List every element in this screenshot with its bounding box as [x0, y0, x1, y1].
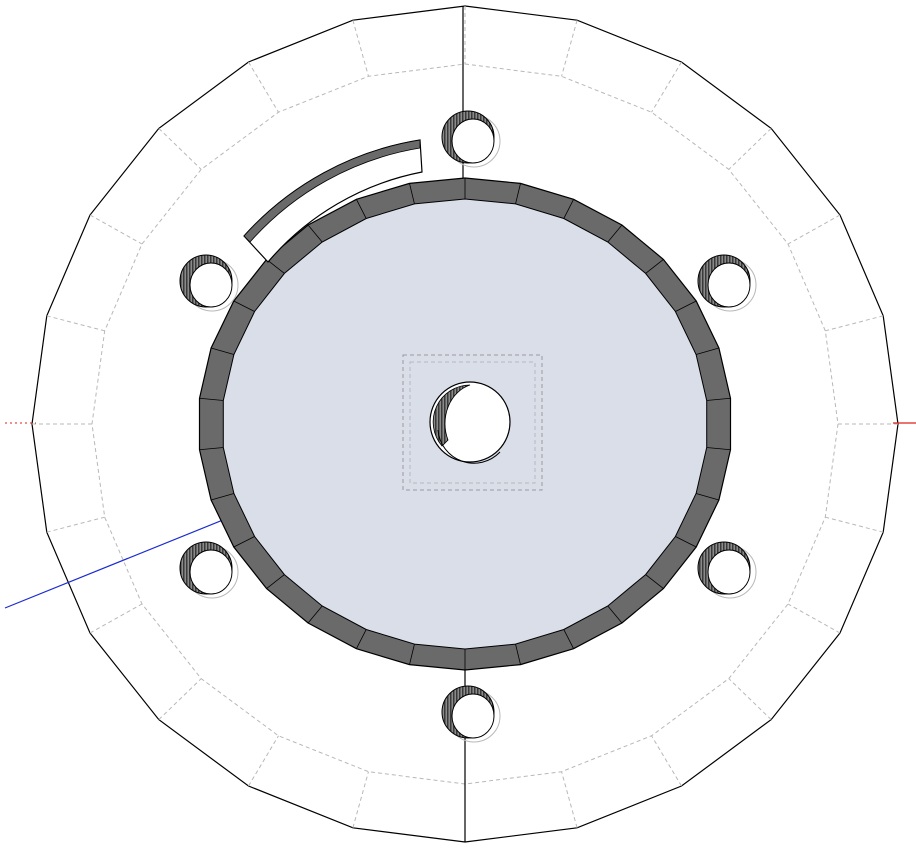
rim-segment-edge — [645, 259, 664, 274]
outer-segment-edge — [651, 735, 682, 787]
rim-segment-edge — [645, 574, 664, 589]
rim-segment-edge — [233, 300, 255, 312]
rim-segment-edge — [409, 183, 415, 205]
rim-segment-edge — [233, 536, 255, 548]
rim-segment-edge — [695, 493, 720, 501]
center-hub[interactable] — [402, 354, 543, 491]
rim-segment-edge — [266, 259, 285, 274]
outer-segment-edge — [728, 678, 772, 720]
rim-segment-edge — [515, 643, 521, 665]
outer-segment-edge — [825, 516, 884, 533]
bolt-hole-opening[interactable] — [707, 262, 751, 308]
outer-segment-edge — [561, 20, 578, 77]
rim-segment-edge — [356, 199, 367, 219]
hub-bore-lower-edge — [437, 429, 501, 464]
outer-segment-edge — [158, 128, 202, 170]
bolt-hole[interactable] — [179, 254, 239, 312]
rim-segment-edge — [706, 397, 731, 401]
bolt-hole[interactable] — [179, 541, 239, 599]
rim-segment-edge — [706, 447, 731, 451]
outer-segment-edge — [728, 128, 772, 170]
outer-segment-edge — [787, 214, 841, 245]
rim-segment-edge — [307, 605, 323, 624]
bolt-hole[interactable] — [441, 685, 501, 743]
outer-segment-edge — [89, 214, 143, 245]
outer-segment-edge — [561, 771, 578, 828]
rim-segment-edge — [695, 347, 720, 355]
rim-segment-edge — [266, 574, 285, 589]
outer-segment-edge — [651, 61, 682, 113]
outer-segment-edge — [248, 61, 279, 113]
arc-slot-feature[interactable] — [243, 139, 423, 263]
rim-segment-edge — [199, 397, 224, 401]
disc-rim-segment-edges — [199, 178, 731, 670]
bolt-hole-pattern[interactable] — [179, 110, 757, 743]
rim-segment-edge — [563, 629, 574, 649]
outer-segment-edge — [352, 20, 369, 77]
rim-segment-edge — [675, 536, 697, 548]
bolt-hole-opening[interactable] — [451, 118, 495, 164]
bolt-hole-opening[interactable] — [189, 549, 233, 595]
outer-segment-edge — [825, 315, 884, 332]
outer-segment-edge — [248, 735, 279, 787]
rim-segment-edge — [607, 224, 623, 243]
outer-segment-edge — [352, 771, 369, 828]
outer-segment-edge — [158, 678, 202, 720]
bolt-hole[interactable] — [441, 110, 501, 168]
outer-segment-edge — [46, 516, 105, 533]
rim-segment-edge — [675, 300, 697, 312]
bolt-hole-opening[interactable] — [451, 693, 495, 739]
outer-segment-edge — [787, 603, 841, 634]
rim-segment-edge — [515, 183, 521, 205]
bolt-hole-opening[interactable] — [189, 262, 233, 308]
rim-segment-edge — [356, 629, 367, 649]
rim-segment-edge — [409, 643, 415, 665]
rim-segment-edge — [199, 447, 224, 451]
hub-bore-wall — [432, 384, 471, 447]
rim-segment-edge — [607, 605, 623, 624]
outer-segment-edge — [89, 603, 143, 634]
hub-square-hidden-outer — [402, 354, 543, 491]
arc-slot-wall — [243, 139, 421, 243]
rim-segment-edge — [307, 224, 323, 243]
bolt-hole[interactable] — [697, 541, 757, 599]
rim-segment-edge — [210, 493, 235, 501]
bolt-hole-opening[interactable] — [707, 549, 751, 595]
hub-square-hidden-inner — [409, 361, 536, 484]
rim-segment-edge — [563, 199, 574, 219]
outer-segment-edge — [46, 315, 105, 332]
rim-segment-edge — [210, 347, 235, 355]
bolt-hole[interactable] — [697, 254, 757, 312]
